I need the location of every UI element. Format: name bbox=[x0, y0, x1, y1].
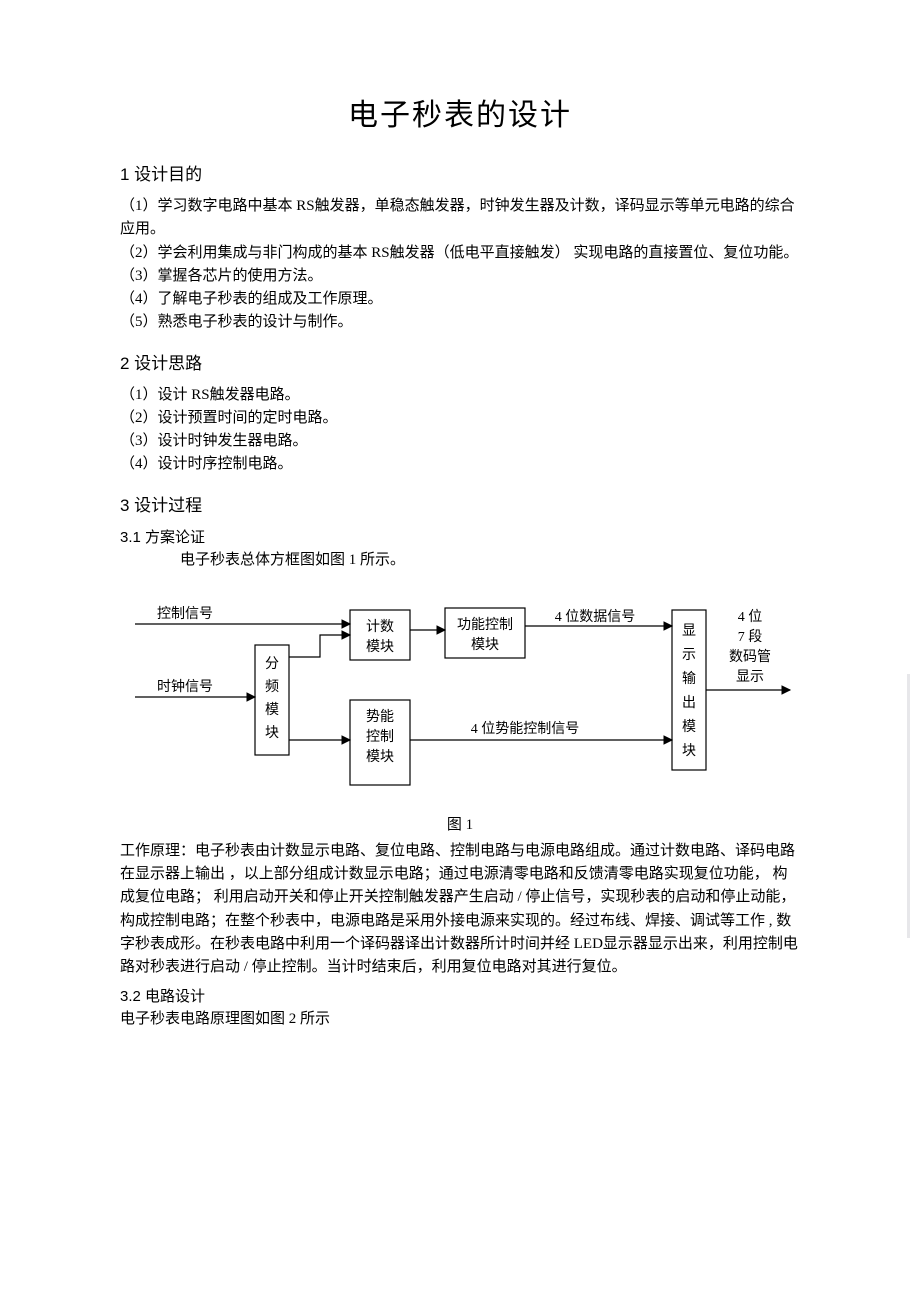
block-diagram: 控制信号 时钟信号 分 频 模 块 计数 模块 bbox=[120, 590, 800, 805]
section-3-1-intro: 电子秒表总体方框图如图 1 所示。 bbox=[120, 549, 800, 572]
section-3-2-line: 电子秒表电路原理图如图 2 所示 bbox=[120, 1008, 800, 1031]
s2-item-1: （1）设计 RS触发器电路。 bbox=[120, 384, 800, 407]
working-principle: 工作原理：电子秒表由计数显示电路、复位电路、控制电路与电源电路组成。通过计数电路… bbox=[120, 840, 800, 980]
page-edge-stripe bbox=[907, 674, 910, 938]
label-seg-2: 7 段 bbox=[738, 629, 763, 645]
section-3-2-heading: 3.2 电路设计 bbox=[120, 985, 800, 1006]
label-clk-signal: 时钟信号 bbox=[157, 678, 213, 695]
label-enable-2: 控制 bbox=[366, 729, 394, 745]
label-freq-div-2: 频 bbox=[265, 679, 279, 695]
document-title: 电子秒表的设计 bbox=[120, 90, 800, 134]
section-3-1-heading: 3.1 方案论证 bbox=[120, 526, 800, 547]
label-freq-div-1: 分 bbox=[265, 656, 279, 672]
label-counter-1: 计数 bbox=[366, 619, 394, 635]
label-enable-1: 势能 bbox=[366, 709, 394, 725]
label-disp-3: 输 bbox=[682, 671, 696, 687]
label-disp-6: 块 bbox=[682, 743, 696, 759]
section-3-heading: 3 设计过程 bbox=[120, 491, 800, 516]
label-disp-4: 出 bbox=[682, 695, 696, 711]
s2-item-4: （4）设计时序控制电路。 bbox=[120, 453, 800, 476]
label-freq-div-4: 块 bbox=[265, 725, 279, 741]
s2-item-2: （2）设计预置时间的定时电路。 bbox=[120, 407, 800, 430]
label-seg-1: 4 位 bbox=[738, 609, 763, 625]
s1-item-5: （5）熟悉电子秒表的设计与制作。 bbox=[120, 311, 800, 334]
s1-item-1: （1）学习数字电路中基本 RS触发器，单稳态触发器，时钟发生器及计数，译码显示等… bbox=[120, 195, 800, 242]
label-data4: 4 位数据信号 bbox=[555, 609, 636, 625]
label-disp-5: 模 bbox=[682, 719, 696, 735]
section-1-heading: 1 设计目的 bbox=[120, 160, 800, 185]
figure-1: 控制信号 时钟信号 分 频 模 块 计数 模块 bbox=[120, 590, 800, 805]
document-page: 电子秒表的设计 1 设计目的 （1）学习数字电路中基本 RS触发器，单稳态触发器… bbox=[0, 0, 920, 1303]
label-enable4: 4 位势能控制信号 bbox=[471, 721, 580, 737]
label-ctrl-signal: 控制信号 bbox=[157, 606, 213, 622]
s1-item-3: （3）掌握各芯片的使用方法。 bbox=[120, 265, 800, 288]
label-seg-3: 数码管 bbox=[729, 649, 771, 665]
s1-item-4: （4）了解电子秒表的组成及工作原理。 bbox=[120, 288, 800, 311]
s2-item-3: （3）设计时钟发生器电路。 bbox=[120, 430, 800, 453]
section-2-body: （1）设计 RS触发器电路。 （2）设计预置时间的定时电路。 （3）设计时钟发生… bbox=[120, 384, 800, 477]
label-func-2: 模块 bbox=[471, 637, 499, 653]
label-func-1: 功能控制 bbox=[457, 617, 513, 633]
section-2-heading: 2 设计思路 bbox=[120, 349, 800, 374]
label-counter-2: 模块 bbox=[366, 639, 394, 655]
label-freq-div-3: 模 bbox=[265, 702, 279, 718]
section-1-body: （1）学习数字电路中基本 RS触发器，单稳态触发器，时钟发生器及计数，译码显示等… bbox=[120, 195, 800, 335]
label-disp-2: 示 bbox=[682, 648, 696, 663]
figure-1-caption: 图 1 bbox=[120, 813, 800, 834]
label-disp-1: 显 bbox=[682, 624, 696, 639]
s1-item-2: （2）学会利用集成与非门构成的基本 RS触发器（低电平直接触发） 实现电路的直接… bbox=[120, 242, 800, 265]
label-seg-4: 显示 bbox=[736, 670, 764, 685]
label-enable-3: 模块 bbox=[366, 749, 394, 765]
